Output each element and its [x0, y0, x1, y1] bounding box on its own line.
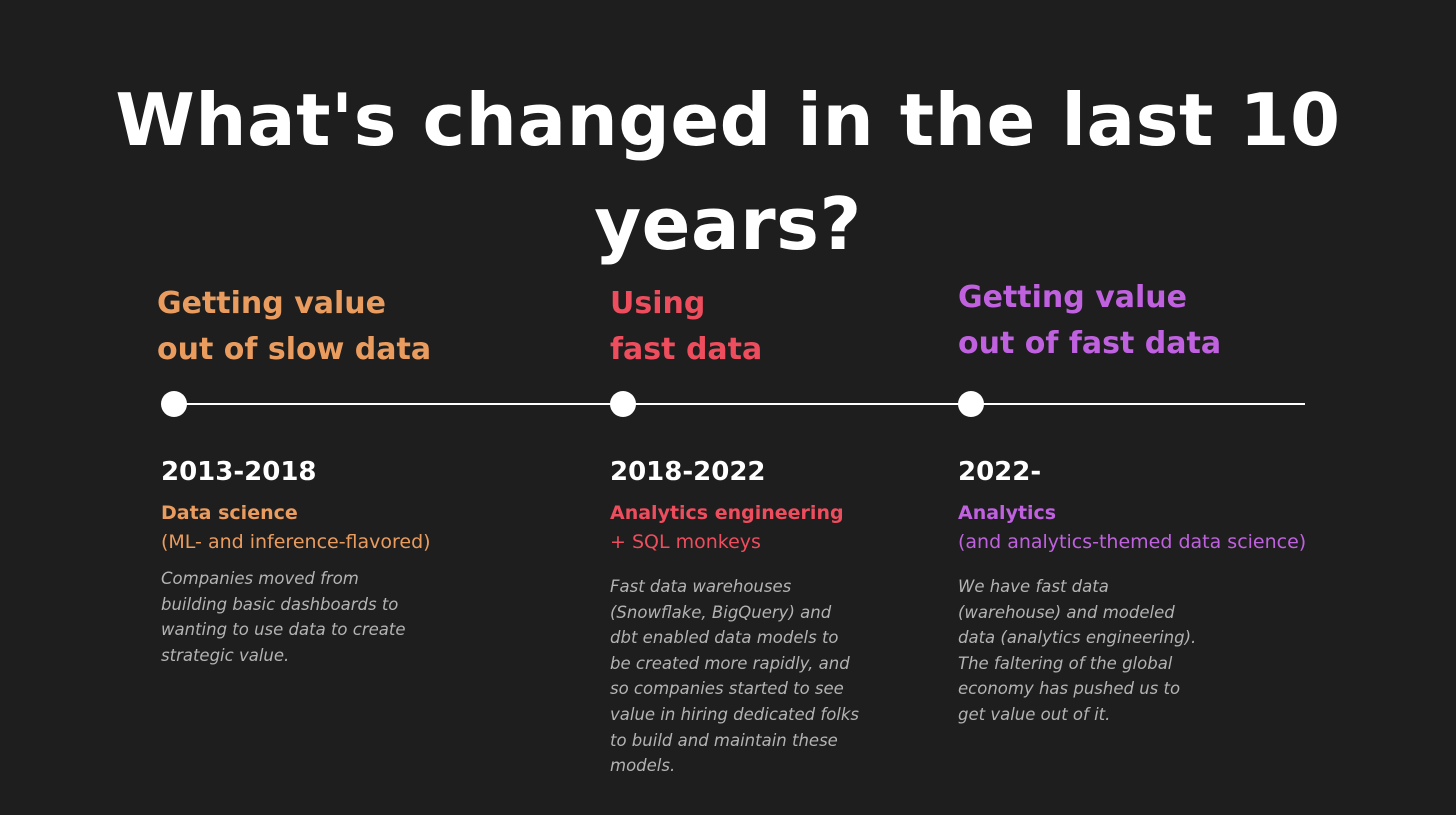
era-heading-using-fast-data: Using fast data [610, 281, 762, 373]
era-column-analytics: 2022- Analytics (and analytics-themed da… [958, 452, 1378, 728]
timeline-line [174, 403, 1305, 405]
era-heading-line: Getting value [958, 280, 1187, 315]
era-heading-line: Getting value [157, 286, 386, 321]
era-years: 2018-2022 [610, 457, 766, 487]
era-role: Data science [161, 502, 298, 524]
era-years: 2022- [958, 457, 1042, 487]
era-subtitle: (and analytics-themed data science) [958, 531, 1307, 553]
timeline-dot-2022 [958, 391, 984, 417]
era-subtitle: + SQL monkeys [610, 531, 761, 553]
era-heading-line: fast data [610, 332, 763, 367]
timeline-dot-2018 [610, 391, 636, 417]
era-description: Companies moved from building basic dash… [161, 569, 406, 665]
era-role: Analytics engineering [610, 502, 844, 524]
era-heading-line: Using [610, 286, 706, 321]
era-heading-slow-data: Getting value out of slow data [157, 281, 431, 373]
era-heading-line: out of fast data [958, 326, 1222, 361]
era-subtitle: (ML- and inference-flavored) [161, 531, 431, 553]
page-title: What's changed in the last 10 years? [115, 78, 1341, 266]
era-column-analytics-engineering: 2018-2022 Analytics engineering + SQL mo… [610, 452, 930, 779]
era-column-data-science: 2013-2018 Data science (ML- and inferenc… [161, 452, 491, 668]
era-description: We have fast data (warehouse) and modele… [958, 577, 1197, 724]
era-role: Analytics [958, 502, 1057, 524]
era-years: 2013-2018 [161, 457, 317, 487]
era-heading-line: out of slow data [157, 332, 432, 367]
era-heading-fast-data: Getting value out of fast data [958, 275, 1221, 367]
era-description: Fast data warehouses (Snowflake, BigQuer… [610, 577, 860, 776]
timeline-dot-2013 [161, 391, 187, 417]
